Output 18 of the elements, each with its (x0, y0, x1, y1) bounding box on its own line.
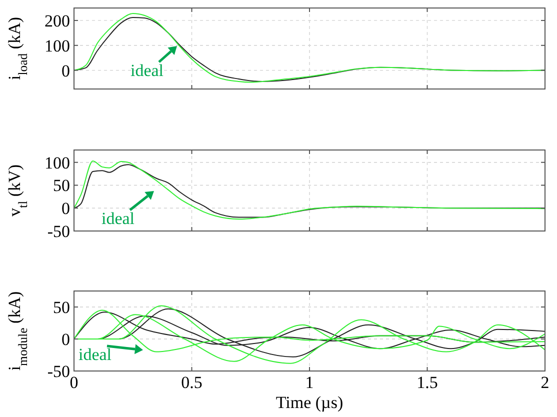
y-tick-label: 0 (62, 330, 70, 349)
annotation: ideal (101, 209, 135, 228)
y-tick-label: -50 (47, 222, 70, 241)
y-tick-label: 100 (44, 36, 70, 56)
y-tick-label: 0 (62, 61, 70, 80)
annotation: ideal (78, 345, 112, 364)
y-tick-label: 50 (53, 176, 70, 196)
y-tick-label: 0 (62, 199, 70, 218)
x-tick-label: 2 (540, 373, 550, 392)
y-tick-label: 200 (44, 11, 70, 30)
y-tick-label: 50 (53, 298, 70, 317)
annotation: ideal (130, 61, 164, 80)
x-tick-label: 1.5 (416, 373, 438, 392)
y-tick-label: -50 (47, 362, 70, 381)
x-axis-title: Time (µs) (276, 393, 344, 412)
x-tick-label: 0.5 (181, 373, 202, 392)
y-tick-label: 100 (44, 153, 70, 172)
x-tick-label: 1 (305, 373, 314, 392)
